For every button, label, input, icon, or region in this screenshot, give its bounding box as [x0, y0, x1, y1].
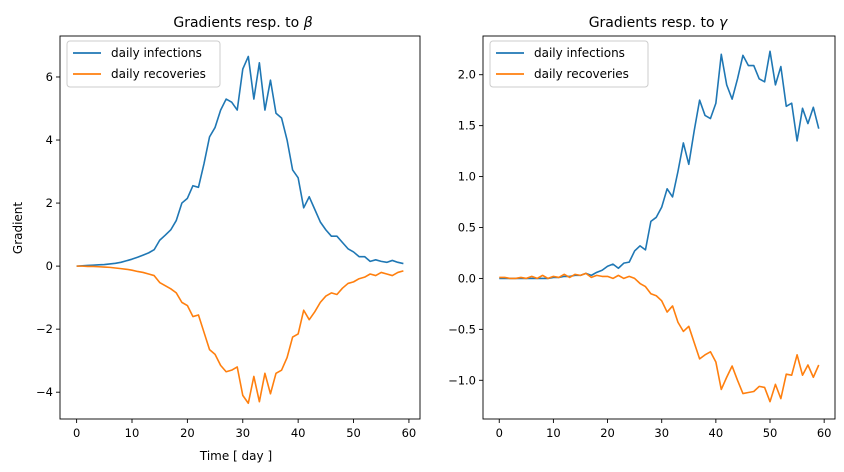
series-line — [76, 55, 404, 267]
legend-label: daily infections — [111, 46, 202, 60]
chart-title: Gradients resp. to γ — [589, 15, 728, 31]
x-tick-label: 30 — [654, 426, 669, 440]
x-tick-label: 0 — [496, 426, 503, 440]
y-tick-label: 2 — [46, 196, 53, 210]
y-tick-label: 1.5 — [458, 119, 476, 133]
y-tick-label: 6 — [46, 70, 53, 84]
legend-box — [66, 40, 221, 88]
x-tick-label: 50 — [763, 426, 778, 440]
chart-panel-beta: Gradients resp. to β Gradient Time [ day… — [11, 15, 421, 463]
x-axis-label: Time [ day ] — [199, 449, 272, 463]
y-tick-label: 0.5 — [458, 221, 476, 235]
x-tick-label: 10 — [546, 426, 561, 440]
x-tick-label: 20 — [600, 426, 615, 440]
series-line — [76, 265, 404, 405]
y-tick-label: 2.0 — [458, 68, 476, 82]
x-tick-label: 60 — [817, 426, 832, 440]
chart-panel-gamma: Gradients resp. to γ 0 10 20 30 40 50 60 −1.0 −0… — [448, 15, 836, 440]
y-tick-label: 1.0 — [458, 170, 476, 184]
y-tick-label: −1.0 — [448, 373, 476, 387]
plot-frame — [59, 35, 421, 420]
y-tick-label: −0.5 — [448, 322, 476, 336]
series-line — [499, 272, 820, 403]
y-tick-label: 0 — [46, 259, 53, 273]
legend-label: daily recoveries — [534, 67, 629, 81]
legend-label: daily recoveries — [111, 67, 206, 81]
y-tick-label: 4 — [46, 133, 53, 147]
x-tick-label: 30 — [235, 426, 250, 440]
legend: daily infections daily recoveries — [66, 40, 221, 88]
y-tick-label: 0.0 — [458, 271, 476, 285]
x-tick-label: 0 — [73, 426, 80, 440]
y-tick-label: −4 — [36, 385, 53, 399]
plot-marks: 0 10 20 30 40 50 60 −1.0 −0.5 0.0 0.5 1.0 1.5 2.0 dail… — [448, 35, 836, 440]
y-axis-label: Gradient — [11, 202, 25, 255]
x-tick-label: 60 — [402, 426, 417, 440]
x-tick-label: 40 — [709, 426, 724, 440]
x-tick-label: 10 — [125, 426, 140, 440]
chart-title: Gradients resp. to β — [173, 15, 312, 31]
legend-box — [489, 40, 649, 88]
x-tick-label: 40 — [291, 426, 306, 440]
y-tick-label: −2 — [36, 322, 53, 336]
legend: daily infections daily recoveries — [489, 40, 649, 88]
legend-label: daily infections — [534, 46, 625, 60]
x-tick-label: 50 — [346, 426, 361, 440]
x-tick-label: 20 — [180, 426, 195, 440]
